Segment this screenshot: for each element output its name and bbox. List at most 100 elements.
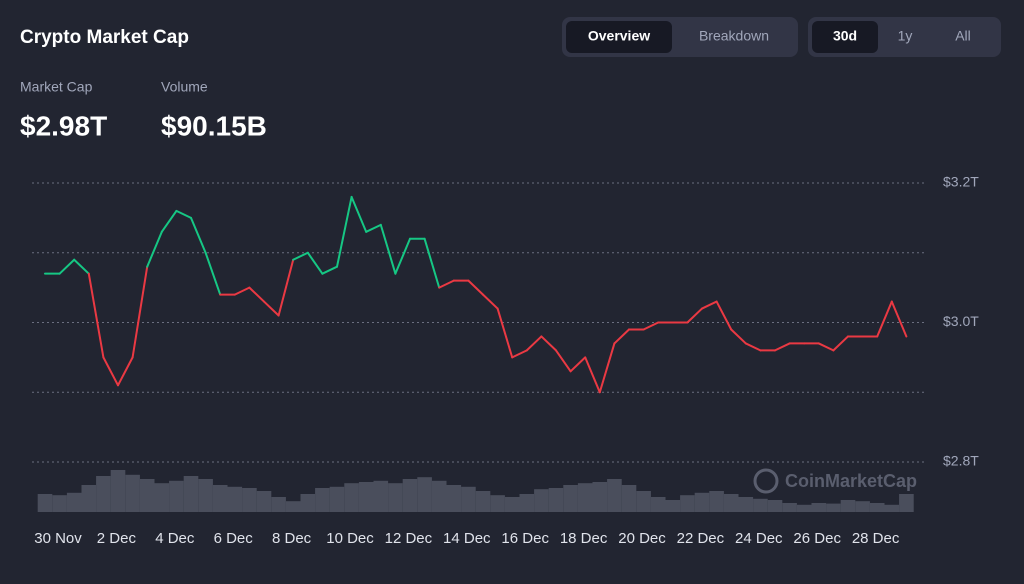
line-segment	[248, 286, 265, 303]
line-segment	[263, 300, 280, 317]
line-segment	[292, 251, 309, 261]
line-segment	[277, 258, 295, 317]
volume-bar	[358, 482, 374, 512]
line-segment	[87, 272, 105, 359]
volume-bar	[125, 474, 140, 512]
y-tick-label: $3.2T	[943, 174, 979, 190]
line-segment	[117, 356, 134, 387]
volume-bar	[271, 497, 286, 512]
volume-bar	[329, 486, 345, 512]
volume-bar	[227, 486, 243, 512]
volume-bar	[753, 498, 768, 512]
volume-bar	[37, 494, 53, 512]
volume-bar	[344, 483, 359, 512]
volume-bar	[504, 497, 520, 512]
volume-bar	[899, 494, 914, 512]
x-tick-label: 14 Dec	[443, 530, 491, 547]
volume-bar	[475, 491, 491, 512]
volume-bar	[592, 482, 608, 512]
volume-bar	[577, 483, 593, 512]
x-tick-label: 12 Dec	[385, 530, 433, 547]
volume-bar	[52, 495, 67, 512]
line-segment	[58, 258, 76, 275]
volume-bar	[738, 497, 754, 512]
volume-bar	[855, 501, 870, 512]
line-segment	[686, 307, 703, 324]
line-segment	[598, 342, 616, 394]
tab[interactable]: Overview	[588, 28, 650, 44]
line-segment	[525, 335, 543, 352]
line-segment	[540, 335, 557, 352]
line-segment	[817, 342, 835, 352]
watermark-logo	[753, 468, 779, 494]
line-segment	[73, 258, 90, 275]
line-segment	[511, 349, 528, 359]
volume-bar	[650, 497, 666, 512]
volume-bar	[490, 495, 505, 512]
volume-bar	[198, 479, 213, 512]
volume-bar	[534, 489, 549, 512]
range[interactable]: 1y	[898, 28, 913, 44]
y-tick-label: $3.0T	[943, 313, 979, 329]
volume-bar	[300, 494, 316, 512]
line-segment	[701, 300, 718, 310]
x-tick-label: 30 Nov	[34, 530, 82, 547]
x-tick-label: 10 Dec	[326, 530, 374, 547]
volume-bar	[402, 479, 418, 512]
range[interactable]: All	[955, 28, 971, 44]
line-segment	[876, 300, 893, 338]
tab-active	[566, 21, 672, 53]
x-tick-label: 6 Dec	[214, 530, 254, 547]
volume-bar	[621, 485, 637, 512]
y-tick-label: $2.8T	[943, 453, 979, 469]
volume-bar	[607, 479, 622, 512]
volume-bar	[767, 500, 783, 512]
tab[interactable]: Breakdown	[699, 28, 769, 44]
line-segment	[438, 279, 455, 289]
x-tick-label: 22 Dec	[677, 530, 725, 547]
volume-bar	[782, 503, 797, 512]
line-segment	[774, 342, 791, 352]
stat-label: Market Cap	[20, 79, 93, 95]
volume-bar	[694, 492, 710, 512]
x-tick-label: 2 Dec	[97, 530, 137, 547]
volume-bar	[665, 500, 681, 512]
volume-bar	[96, 476, 111, 512]
volume-bar	[110, 470, 126, 512]
watermark: CoinMarketCap	[785, 471, 917, 491]
line-segment	[744, 342, 762, 352]
x-tick-label: 24 Dec	[735, 530, 783, 547]
volume-bar	[723, 494, 739, 512]
volume-bar	[183, 476, 199, 512]
volume-bar	[242, 488, 257, 512]
line-segment	[613, 328, 630, 345]
x-tick-label: 20 Dec	[618, 530, 666, 547]
volume-bar	[66, 492, 82, 512]
volume-bar	[519, 494, 535, 512]
x-tick-label: 8 Dec	[272, 530, 312, 547]
line-segment	[190, 216, 207, 254]
line-segment	[160, 209, 178, 233]
volume-bar	[709, 491, 724, 512]
volume-bar	[139, 479, 155, 512]
volume-bar	[840, 500, 856, 512]
volume-bar	[154, 483, 170, 512]
x-tick-label: 16 Dec	[501, 530, 549, 547]
volume-bar	[446, 485, 462, 512]
line-segment	[569, 356, 587, 373]
volume-bar	[388, 483, 403, 512]
x-tick-label: 4 Dec	[155, 530, 195, 547]
line-segment	[321, 265, 338, 275]
volume-bar	[285, 501, 301, 512]
volume-bar	[548, 488, 564, 512]
x-tick-label: 28 Dec	[852, 530, 900, 547]
line-segment	[715, 300, 733, 331]
line-segment	[555, 349, 572, 373]
stat-value: $90.15B	[161, 110, 267, 141]
line-segment	[175, 209, 192, 219]
volume-bar	[417, 477, 432, 512]
line-segment	[350, 195, 368, 233]
volume-bar	[636, 491, 651, 512]
range[interactable]: 30d	[833, 28, 857, 44]
volume-bar	[373, 480, 389, 512]
